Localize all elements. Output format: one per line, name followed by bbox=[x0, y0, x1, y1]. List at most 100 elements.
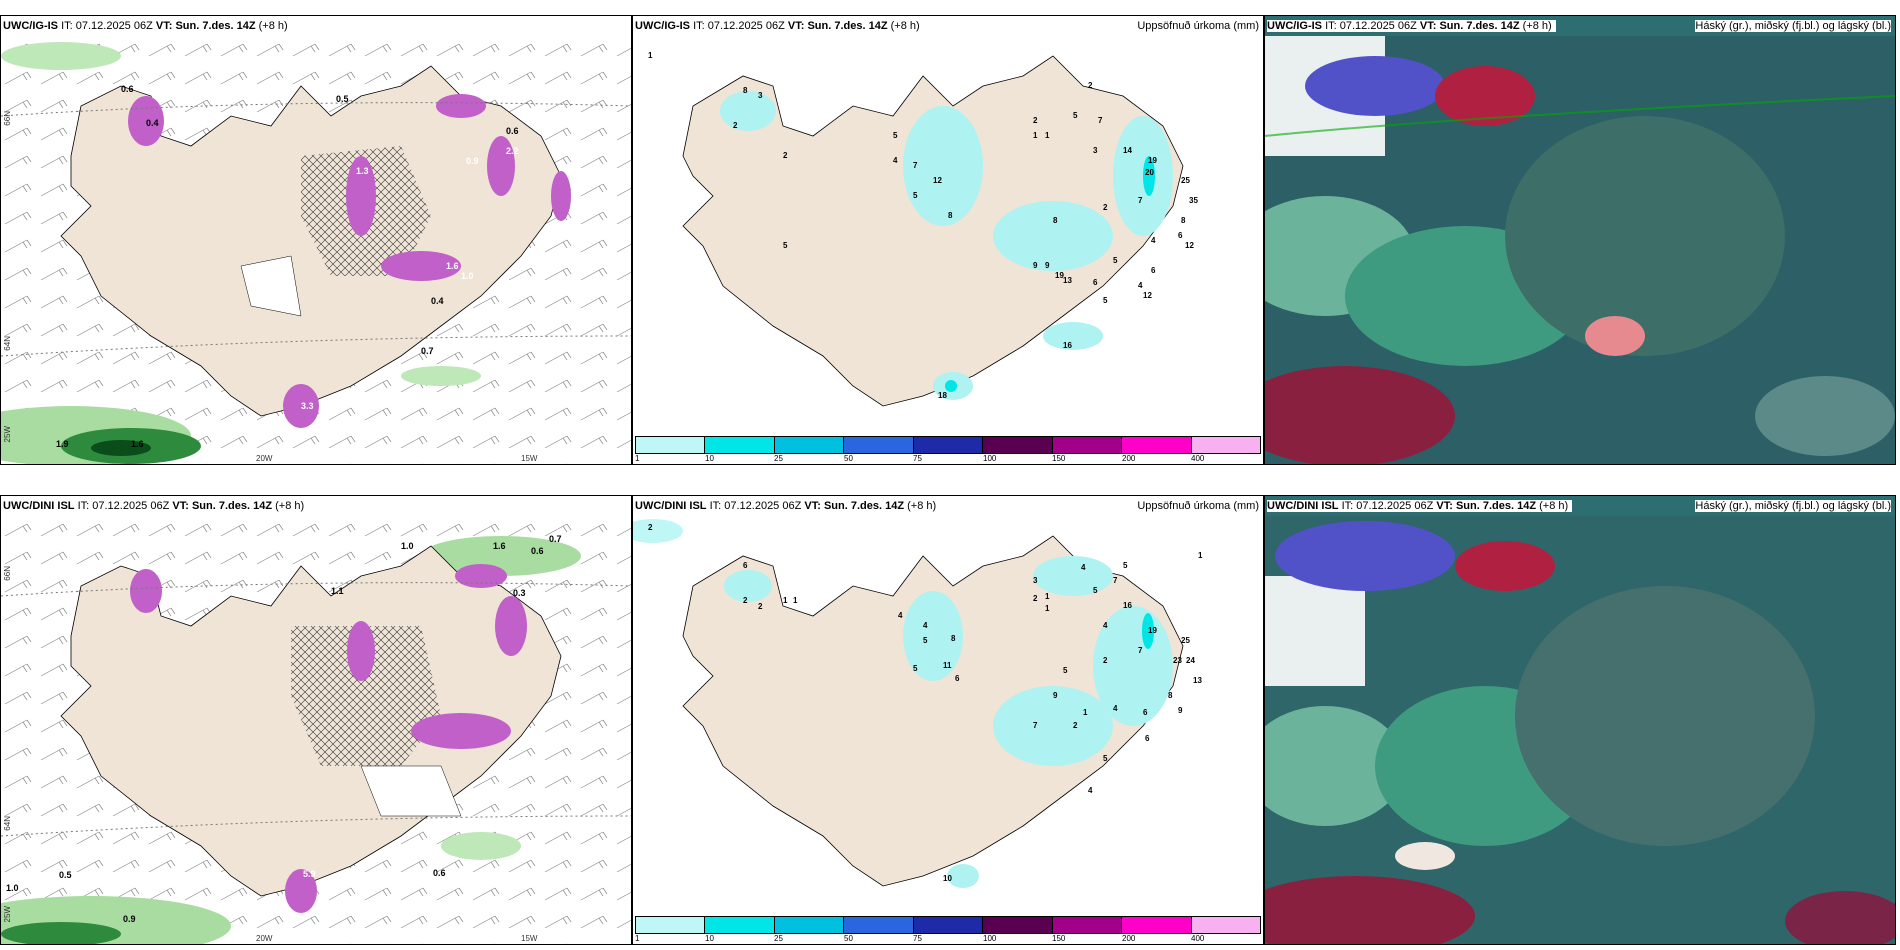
accum-value: 7 bbox=[1138, 196, 1143, 205]
panel-header: UWC/DINI ISL IT: 07.12.2025 06Z VT: Sun.… bbox=[3, 500, 305, 512]
colorbar bbox=[635, 436, 1261, 454]
lat-tick-66: 66N bbox=[3, 111, 12, 126]
accum-value: 19 bbox=[1148, 626, 1157, 635]
colorbar-swatch bbox=[1191, 437, 1260, 453]
accum-value: 1 bbox=[1045, 131, 1050, 140]
accum-value: 18 bbox=[938, 391, 947, 400]
colorbar-swatch bbox=[983, 437, 1053, 453]
accum-value: 8 bbox=[1181, 216, 1186, 225]
colorbar-tick: 25 bbox=[774, 454, 783, 463]
accum-value: 4 bbox=[1113, 704, 1118, 713]
colorbar-swatch bbox=[705, 437, 775, 453]
map-panel-clouds-top: UWC/IG-IS IT: 07.12.2025 06Z VT: Sun. 7.… bbox=[1264, 15, 1896, 465]
accum-value: 5 bbox=[913, 664, 918, 673]
accum-value: 2 bbox=[1103, 656, 1108, 665]
accum-value: 25 bbox=[1181, 176, 1190, 185]
accum-value: 2 bbox=[1033, 594, 1038, 603]
accum-value: 4 bbox=[1151, 236, 1156, 245]
precip-label: 0.5 bbox=[59, 870, 72, 880]
colorbar-tick: 400 bbox=[1191, 934, 1205, 943]
accum-value: 5 bbox=[893, 131, 898, 140]
colorbar-tick: 50 bbox=[844, 454, 853, 463]
colorbar-swatch bbox=[844, 917, 914, 933]
accum-value: 7 bbox=[913, 161, 918, 170]
accum-value: 20 bbox=[1145, 168, 1154, 177]
colorbar-swatch bbox=[913, 437, 984, 453]
lat-tick-64: 64N bbox=[3, 336, 12, 351]
accum-value: 8 bbox=[951, 634, 956, 643]
accum-value: 8 bbox=[948, 211, 953, 220]
precip-label: 0.3 bbox=[513, 588, 526, 598]
colorbar-swatch bbox=[1122, 917, 1192, 933]
colorbar-tick: 75 bbox=[913, 454, 922, 463]
map-panel-accum-bottom: UWC/DINI ISL IT: 07.12.2025 06Z VT: Sun.… bbox=[632, 495, 1264, 945]
accum-value: 2 bbox=[1033, 116, 1038, 125]
accum-value: 9 bbox=[1053, 691, 1058, 700]
accum-value: 5 bbox=[1073, 111, 1078, 120]
precip-label: 1.6 bbox=[493, 541, 506, 551]
map-panel-clouds-bottom: UWC/DINI ISL IT: 07.12.2025 06Z VT: Sun.… bbox=[1264, 495, 1896, 945]
cloud-cover-map bbox=[1265, 36, 1895, 464]
accum-value: 6 bbox=[955, 674, 960, 683]
accum-value: 10 bbox=[943, 874, 952, 883]
accum-value: 16 bbox=[1063, 341, 1072, 350]
cloud-cover-map bbox=[1265, 516, 1895, 944]
accum-value: 6 bbox=[1143, 708, 1148, 717]
colorbar-tick: 10 bbox=[705, 934, 714, 943]
accum-value: 6 bbox=[743, 561, 748, 570]
wind-precip-map bbox=[1, 516, 631, 944]
accum-value: 6 bbox=[1145, 734, 1150, 743]
accum-value: 2 bbox=[758, 602, 763, 611]
precip-label: 1.1 bbox=[331, 586, 344, 596]
precip-label: 1.0 bbox=[461, 271, 474, 281]
precip-label: 3.3 bbox=[301, 401, 314, 411]
precip-label: 2.2 bbox=[506, 146, 519, 156]
lon-tick-20: 20W bbox=[256, 934, 273, 943]
accum-value: 13 bbox=[1193, 676, 1202, 685]
map-panel-accum-top: UWC/IG-IS IT: 07.12.2025 06Z VT: Sun. 7.… bbox=[632, 15, 1264, 465]
accum-value: 1 bbox=[1045, 604, 1050, 613]
accum-value: 7 bbox=[1138, 646, 1143, 655]
accum-value: 5 bbox=[1123, 561, 1128, 570]
accum-value: 5 bbox=[1063, 666, 1068, 675]
accum-value: 1 bbox=[793, 596, 798, 605]
precip-label: 0.4 bbox=[146, 118, 159, 128]
accum-value: 2 bbox=[783, 151, 788, 160]
accum-value: 23 bbox=[1173, 656, 1182, 665]
colorbar-swatch bbox=[1191, 917, 1260, 933]
accum-value: 19 bbox=[1055, 271, 1064, 280]
accum-precip-map bbox=[682, 55, 1184, 407]
colorbar-tick: 150 bbox=[1052, 454, 1066, 463]
accum-value: 4 bbox=[1138, 281, 1143, 290]
accum-value: 4 bbox=[1103, 621, 1108, 630]
accum-value: 3 bbox=[758, 91, 763, 100]
precip-label: 0.6 bbox=[506, 126, 519, 136]
colorbar bbox=[635, 916, 1261, 934]
accum-value: 35 bbox=[1189, 196, 1198, 205]
accum-value: 8 bbox=[1053, 216, 1058, 225]
colorbar-tick: 1 bbox=[635, 454, 640, 463]
accum-value: 19 bbox=[1148, 156, 1157, 165]
panel-header: UWC/DINI ISL IT: 07.12.2025 06Z VT: Sun.… bbox=[635, 500, 937, 512]
panel-header: UWC/DINI ISL IT: 07.12.2025 06Z VT: Sun.… bbox=[1267, 500, 1573, 512]
precip-label: 5.9 bbox=[303, 869, 316, 879]
precip-label: 0.6 bbox=[531, 546, 544, 556]
precip-label: 0.9 bbox=[466, 156, 479, 166]
accum-value: 12 bbox=[1185, 241, 1194, 250]
accum-value: 13 bbox=[1063, 276, 1072, 285]
lat-tick-64: 64N bbox=[3, 816, 12, 831]
precip-label: 0.9 bbox=[123, 914, 136, 924]
accum-value: 4 bbox=[923, 621, 928, 630]
map-panel-wind-top: UWC/IG-IS IT: 07.12.2025 06Z VT: Sun. 7.… bbox=[0, 15, 632, 465]
colorbar-tick: 200 bbox=[1122, 934, 1136, 943]
colorbar-tick: 200 bbox=[1122, 454, 1136, 463]
precip-label: 1.0 bbox=[401, 541, 414, 551]
accum-value: 7 bbox=[1113, 576, 1118, 585]
lat-tick-66: 66N bbox=[3, 566, 12, 581]
accum-value: 7 bbox=[1033, 721, 1038, 730]
accum-value: 12 bbox=[1143, 291, 1152, 300]
colorbar-tick: 25 bbox=[774, 934, 783, 943]
map-panel-wind-bottom: UWC/DINI ISL IT: 07.12.2025 06Z VT: Sun.… bbox=[0, 495, 632, 945]
panel-header: UWC/IG-IS IT: 07.12.2025 06Z VT: Sun. 7.… bbox=[635, 20, 920, 32]
accum-value: 9 bbox=[1033, 261, 1038, 270]
